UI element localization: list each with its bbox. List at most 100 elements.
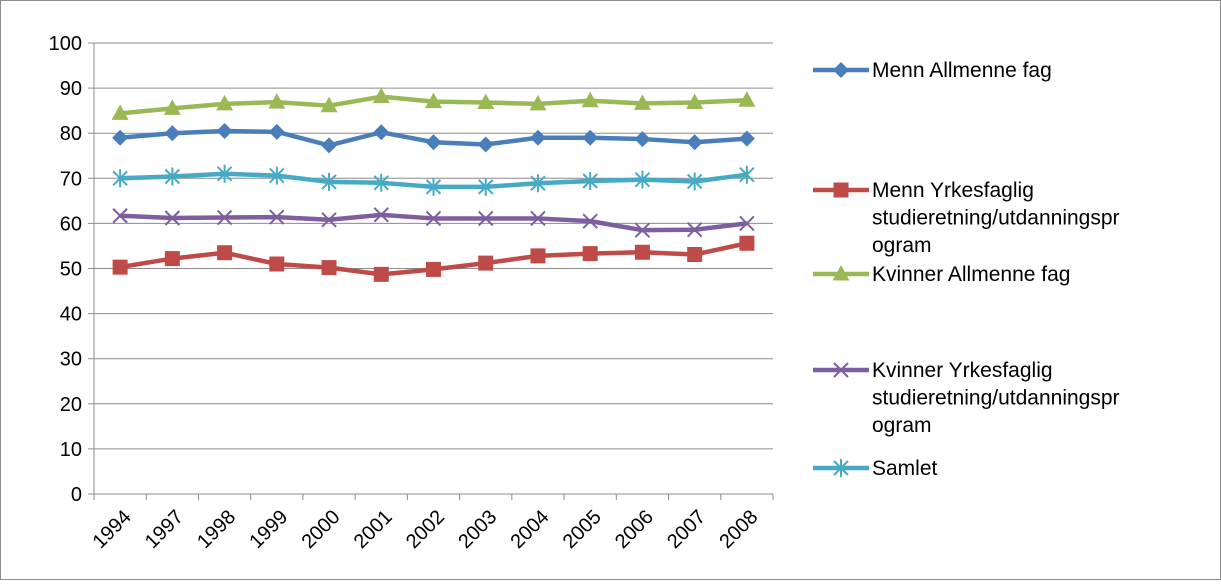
series-4: [112, 207, 755, 238]
x-tick-label: 2004: [506, 506, 553, 553]
data-point: [478, 255, 494, 271]
legend-label: Menn Yrkesfaglig: [872, 179, 1034, 202]
data-point: [320, 96, 338, 113]
series-2: [112, 235, 755, 282]
data-point: [634, 170, 651, 189]
x-tick-label: 2000: [298, 506, 345, 553]
legend-label: Menn Allmenne fag: [872, 59, 1052, 82]
data-point: [582, 129, 599, 146]
data-point: [477, 93, 495, 110]
y-tick-label: 10: [60, 439, 82, 461]
legend: Menn Allmenne fag Menn Yrkesfaglig studier…: [813, 59, 1120, 480]
y-tick-label: 90: [60, 78, 82, 100]
data-point: [216, 94, 234, 111]
data-point: [529, 129, 546, 146]
data-point: [112, 208, 128, 224]
legend-marker: [833, 62, 849, 78]
data-point: [373, 207, 389, 223]
data-point: [686, 172, 703, 191]
x-tick-label: 1994: [89, 506, 136, 553]
data-point: [321, 137, 338, 154]
data-point: [686, 222, 703, 238]
x-axis-tick-labels: 1994 1997 1998 1999 2000 2001 2002 2003 2004 2005…: [89, 506, 763, 553]
data-point: [634, 222, 651, 238]
legend-entry: Kvinner Allmenne fag: [813, 263, 1070, 286]
series-1: [112, 122, 755, 154]
data-point: [112, 129, 129, 146]
data-point: [687, 247, 703, 263]
legend-marker: [833, 362, 849, 378]
x-tick-label: 2008: [715, 506, 762, 553]
data-point: [530, 248, 546, 264]
data-point: [426, 261, 441, 277]
series-5: [112, 164, 755, 196]
data-point: [686, 134, 703, 151]
series-3: [111, 87, 756, 120]
legend-entry: Menn Yrkesfaglig studieretning/utdannings…: [813, 179, 1120, 257]
data-point: [217, 245, 233, 261]
data-point: [321, 260, 337, 276]
data-point: [582, 213, 598, 229]
data-point: [216, 209, 233, 226]
y-tick-label: 100: [49, 33, 82, 55]
data-point: [582, 246, 598, 262]
data-point: [164, 251, 180, 267]
data-point: [373, 266, 389, 282]
data-point: [582, 172, 598, 191]
y-tick-label: 20: [60, 394, 82, 416]
x-tick-label: 2006: [611, 506, 658, 553]
series-group: [111, 87, 756, 282]
y-tick-label: 0: [71, 484, 82, 506]
data-point: [633, 94, 651, 110]
legend-label: Samlet: [872, 457, 938, 480]
y-tick-label: 30: [60, 349, 82, 371]
data-point: [581, 91, 599, 108]
legend-entry: Samlet: [813, 457, 938, 480]
data-point: [477, 136, 494, 153]
data-point: [216, 164, 233, 183]
legend-label: studieretning/utdanningspr: [872, 387, 1120, 410]
legend-label: ogram: [872, 234, 932, 257]
data-point: [425, 210, 442, 227]
data-point: [738, 91, 756, 107]
legend-marker: [833, 459, 849, 477]
data-point: [634, 244, 650, 260]
legend-marker: [832, 265, 850, 281]
data-point: [530, 210, 546, 227]
data-point: [478, 210, 494, 227]
data-point: [373, 124, 390, 141]
data-point: [112, 259, 128, 275]
data-point: [164, 210, 181, 226]
data-point: [112, 169, 128, 188]
y-tick-label: 60: [60, 213, 82, 235]
legend-label: ogram: [872, 414, 932, 437]
y-tick-label: 40: [60, 304, 82, 326]
data-point: [164, 167, 181, 186]
legend-label: Kvinner Allmenne fag: [872, 263, 1070, 286]
data-point: [739, 235, 755, 251]
x-tick-label: 1998: [193, 506, 240, 553]
data-point: [111, 104, 129, 120]
data-point: [164, 125, 181, 142]
legend-entry: Menn Allmenne fag: [813, 59, 1052, 82]
y-tick-label: 80: [60, 123, 82, 145]
y-tick-label: 50: [60, 259, 82, 281]
data-point: [425, 134, 442, 151]
data-point: [269, 209, 285, 225]
data-point: [268, 93, 286, 109]
data-point: [530, 174, 546, 193]
data-point: [321, 172, 337, 191]
x-tick-label: 2003: [454, 506, 501, 553]
data-point: [372, 87, 390, 104]
x-tick-label: 2007: [663, 506, 710, 553]
data-point: [269, 166, 285, 185]
data-point: [425, 177, 442, 196]
data-point: [373, 173, 389, 192]
x-tick-label: 2001: [350, 506, 397, 553]
data-point: [634, 131, 651, 148]
data-point: [268, 123, 285, 140]
data-point: [478, 177, 494, 196]
data-point: [739, 215, 755, 232]
